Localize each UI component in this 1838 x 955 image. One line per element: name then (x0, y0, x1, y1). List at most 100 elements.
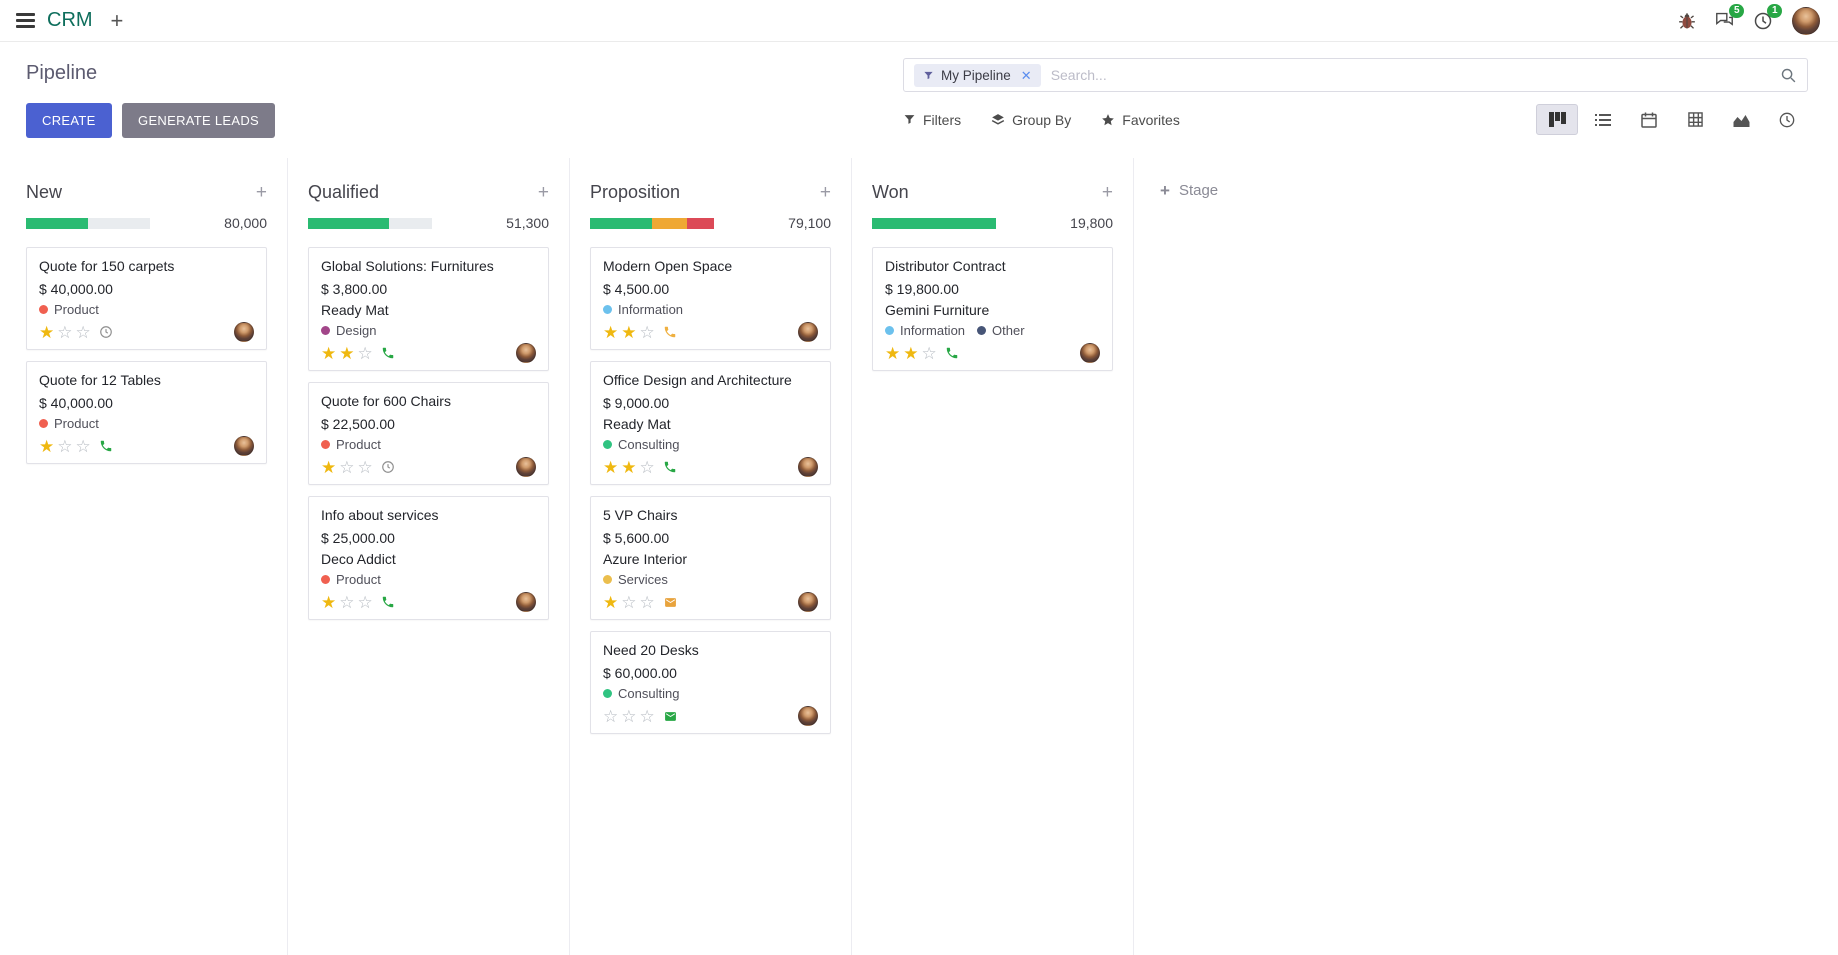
mail-activity-icon[interactable] (663, 710, 678, 723)
salesperson-avatar[interactable] (798, 706, 818, 726)
user-avatar[interactable] (1792, 6, 1820, 35)
search-bar[interactable]: My Pipeline ✕ (903, 58, 1808, 92)
column-quick-create-button[interactable]: + (255, 182, 267, 203)
clock-activity-icon[interactable] (99, 325, 113, 339)
kanban-card[interactable]: Global Solutions: Furnitures $ 3,800.00 … (308, 247, 549, 371)
mail-activity-icon[interactable] (663, 596, 678, 609)
debug-bug-icon[interactable] (1679, 12, 1695, 29)
priority-star-icon[interactable]: ☆ (357, 343, 373, 363)
salesperson-avatar[interactable] (516, 457, 536, 477)
priority-star-icon[interactable]: ★ (603, 322, 619, 342)
phone-activity-icon[interactable] (381, 346, 395, 360)
priority-star-icon[interactable]: ☆ (357, 457, 373, 477)
kanban-card[interactable]: Distributor Contract $ 19,800.00 Gemini … (872, 247, 1113, 371)
group-by-button[interactable]: Group By (991, 112, 1071, 128)
salesperson-avatar[interactable] (516, 592, 536, 612)
salesperson-avatar[interactable] (798, 457, 818, 477)
column-quick-create-button[interactable]: + (1101, 182, 1113, 203)
kanban-card[interactable]: Quote for 600 Chairs $ 22,500.00 Product… (308, 382, 549, 485)
priority-star-icon[interactable]: ☆ (57, 322, 73, 342)
search-icon[interactable] (1780, 67, 1797, 84)
messages-button[interactable]: 5 (1715, 4, 1744, 29)
generate-leads-button[interactable]: GENERATE LEADS (122, 103, 276, 138)
kanban-card[interactable]: Office Design and Architecture $ 9,000.0… (590, 361, 831, 485)
view-list-button[interactable] (1582, 104, 1624, 135)
view-pivot-button[interactable] (1674, 104, 1716, 135)
column-progressbar[interactable] (26, 217, 150, 229)
view-graph-button[interactable] (1720, 104, 1762, 135)
card-title: Info about services (321, 507, 439, 523)
menu-icon[interactable] (16, 13, 35, 28)
column-quick-create-button[interactable]: + (537, 182, 549, 203)
priority-star-icon[interactable]: ☆ (639, 706, 655, 726)
priority-star-icon[interactable]: ☆ (639, 592, 655, 612)
priority-star-icon[interactable]: ☆ (57, 436, 73, 456)
card-title: Global Solutions: Furnitures (321, 258, 494, 274)
kanban-card[interactable]: Info about services $ 25,000.00 Deco Add… (308, 496, 549, 620)
app-name[interactable]: CRM (47, 9, 93, 31)
phone-activity-icon[interactable] (99, 439, 113, 453)
priority-star-icon[interactable]: ☆ (357, 592, 373, 612)
priority-star-icon[interactable]: ★ (885, 343, 901, 363)
facet-remove-icon[interactable]: ✕ (1020, 67, 1032, 83)
salesperson-avatar[interactable] (1080, 343, 1100, 363)
view-calendar-button[interactable] (1628, 104, 1670, 135)
phone-activity-icon[interactable] (381, 595, 395, 609)
column-progressbar[interactable] (308, 217, 432, 229)
priority-star-icon[interactable]: ☆ (75, 322, 91, 342)
priority-star-icon[interactable]: ★ (603, 457, 619, 477)
priority-star-icon[interactable]: ★ (321, 457, 337, 477)
column-title[interactable]: Won (872, 182, 909, 202)
priority-star-icon[interactable]: ★ (903, 343, 919, 363)
salesperson-avatar[interactable] (798, 592, 818, 612)
column-title[interactable]: New (26, 182, 63, 202)
view-kanban-button[interactable] (1536, 104, 1578, 135)
column-progressbar[interactable] (590, 217, 714, 229)
card-amount: $ 3,800.00 (321, 281, 388, 297)
search-input[interactable] (1040, 67, 1780, 83)
clock-activity-icon[interactable] (381, 460, 395, 474)
priority-star-icon[interactable]: ☆ (921, 343, 937, 363)
add-stage-button[interactable]: + Stage (1160, 181, 1219, 200)
kanban-card[interactable]: Quote for 150 carpets $ 40,000.00 Produc… (26, 247, 267, 350)
priority-star-icon[interactable]: ☆ (75, 436, 91, 456)
salesperson-avatar[interactable] (798, 322, 818, 342)
column-quick-create-button[interactable]: + (819, 182, 831, 203)
card-tags: Product (321, 572, 536, 587)
column-title[interactable]: Proposition (590, 182, 681, 202)
view-activity-button[interactable] (1766, 104, 1808, 135)
phone-activity-icon[interactable] (945, 346, 959, 360)
priority-star-icon[interactable]: ☆ (603, 706, 619, 726)
kanban-card[interactable]: Need 20 Desks $ 60,000.00 Consulting ☆ ☆ ☆ (590, 631, 831, 734)
salesperson-avatar[interactable] (234, 436, 254, 456)
priority-star-icon[interactable]: ★ (339, 343, 355, 363)
phone-activity-icon[interactable] (663, 325, 677, 339)
filters-button[interactable]: Filters (903, 112, 961, 128)
priority-star-icon[interactable]: ★ (603, 592, 619, 612)
priority-star-icon[interactable]: ☆ (639, 322, 655, 342)
activities-button[interactable]: 1 (1754, 3, 1782, 30)
search-facet[interactable]: My Pipeline ✕ (914, 63, 1041, 87)
priority-star-icon[interactable]: ☆ (339, 457, 355, 477)
priority-star-icon[interactable]: ☆ (621, 706, 637, 726)
priority-star-icon[interactable]: ★ (39, 322, 55, 342)
column-progressbar[interactable] (872, 217, 996, 229)
salesperson-avatar[interactable] (234, 322, 254, 342)
priority-star-icon[interactable]: ★ (321, 592, 337, 612)
priority-star-icon[interactable]: ★ (321, 343, 337, 363)
add-icon[interactable]: + (110, 7, 124, 33)
create-button[interactable]: CREATE (26, 103, 112, 138)
kanban-card[interactable]: Quote for 12 Tables $ 40,000.00 Product … (26, 361, 267, 464)
priority-star-icon[interactable]: ☆ (621, 592, 637, 612)
kanban-card[interactable]: Modern Open Space $ 4,500.00 Information… (590, 247, 831, 350)
priority-star-icon[interactable]: ★ (621, 322, 637, 342)
priority-star-icon[interactable]: ★ (39, 436, 55, 456)
priority-star-icon[interactable]: ☆ (339, 592, 355, 612)
priority-star-icon[interactable]: ☆ (639, 457, 655, 477)
kanban-card[interactable]: 5 VP Chairs $ 5,600.00 Azure Interior Se… (590, 496, 831, 620)
priority-star-icon[interactable]: ★ (621, 457, 637, 477)
salesperson-avatar[interactable] (516, 343, 536, 363)
phone-activity-icon[interactable] (663, 460, 677, 474)
favorites-button[interactable]: Favorites (1101, 112, 1180, 128)
column-title[interactable]: Qualified (308, 182, 380, 202)
